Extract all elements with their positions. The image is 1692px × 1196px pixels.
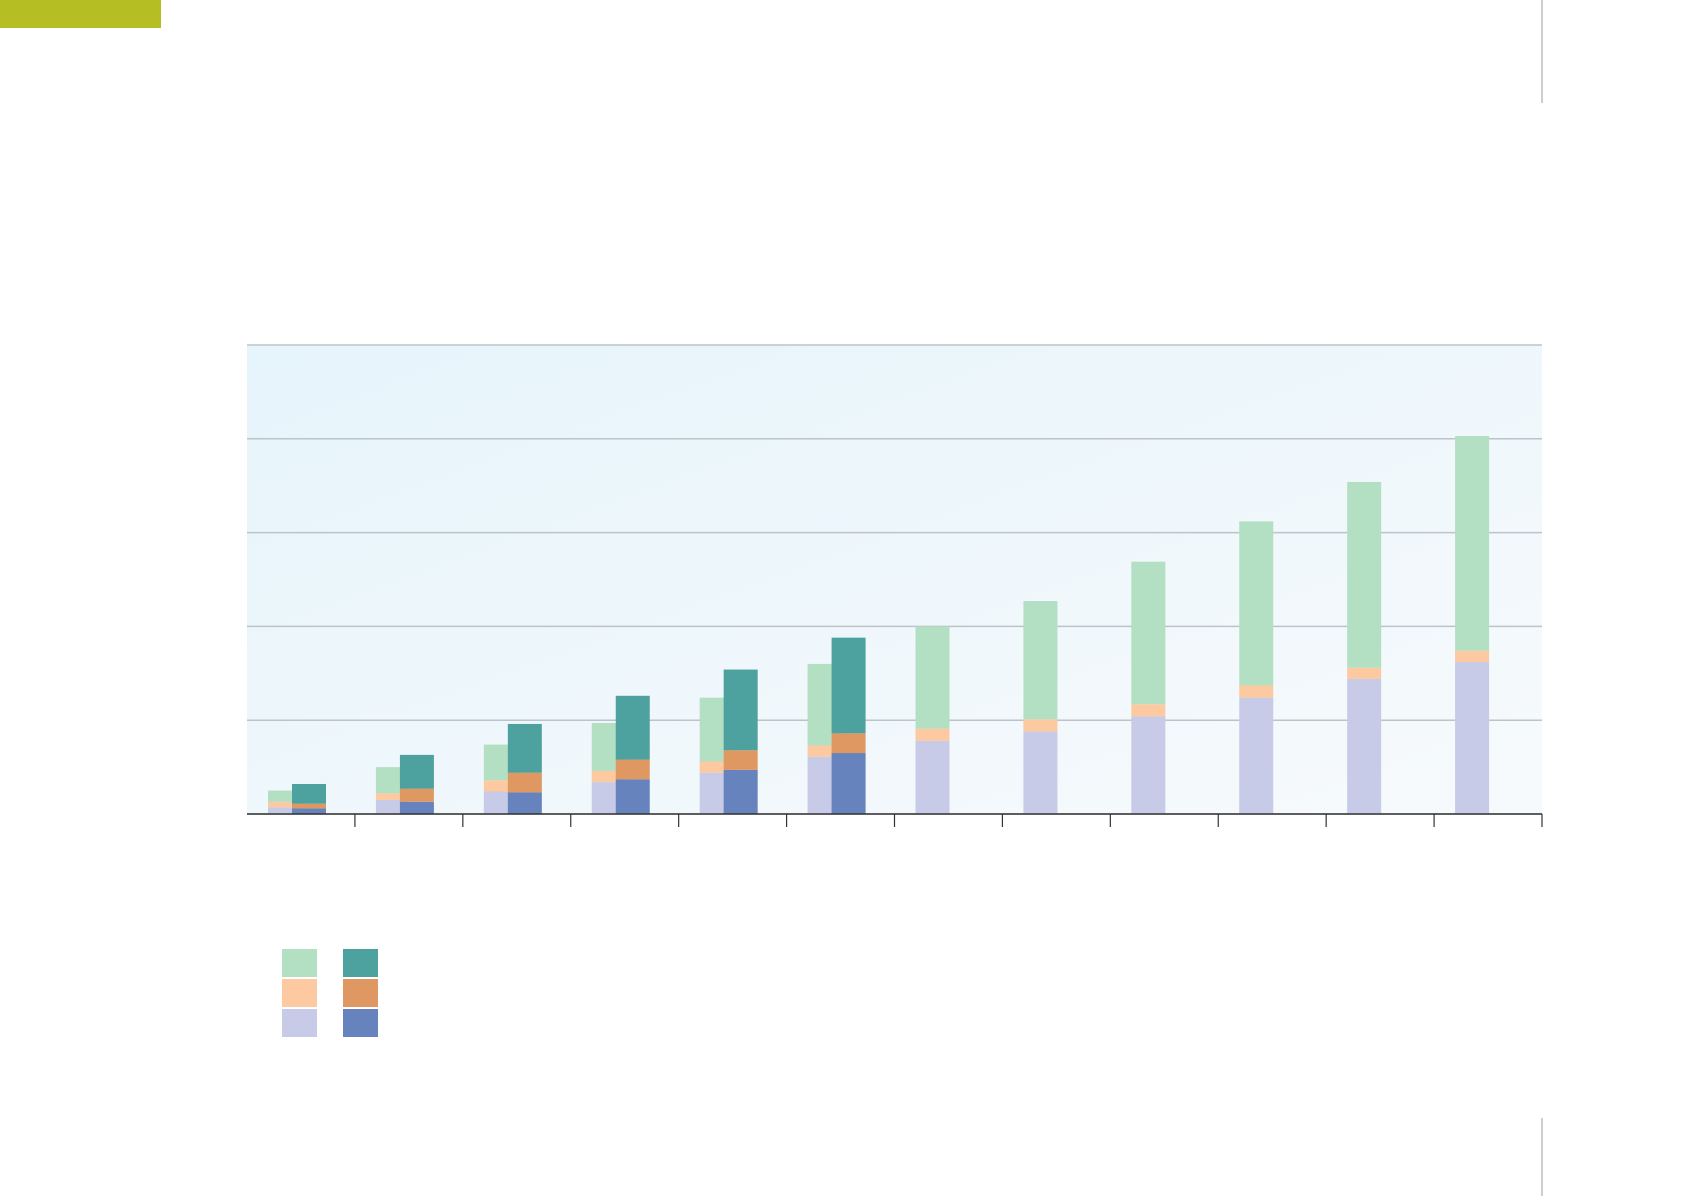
bar-segment <box>1347 481 1382 668</box>
bar-segment <box>483 780 518 792</box>
plot-area <box>247 345 1542 814</box>
bar-segment <box>507 723 542 773</box>
bar-segment <box>399 754 434 789</box>
bar-segment <box>268 790 302 802</box>
bar-segment <box>292 803 326 809</box>
bar-segment <box>1239 521 1274 686</box>
bar-segment <box>1131 704 1166 717</box>
bar-segment <box>1023 731 1058 814</box>
bar-segment <box>723 769 758 814</box>
bar-segment <box>1131 716 1166 814</box>
bar-segment <box>831 753 866 814</box>
bar-segment <box>1347 678 1382 814</box>
bar-segment <box>292 783 326 804</box>
bar-segment <box>1023 719 1058 732</box>
bar-segment <box>723 669 758 751</box>
bar-segment <box>292 808 326 814</box>
bar-segment <box>399 788 434 802</box>
bar-segment <box>807 745 842 757</box>
bar-segment <box>268 801 302 808</box>
bar-segment <box>268 807 302 814</box>
legend-swatch <box>282 979 317 1007</box>
bar-segment <box>507 792 542 814</box>
bar-segment <box>1455 650 1490 663</box>
legend-swatch <box>343 979 378 1007</box>
bar-segment <box>1239 697 1274 814</box>
legend-swatch <box>343 1009 378 1037</box>
bar-segment <box>1455 435 1490 651</box>
bar-segment <box>915 626 950 729</box>
bar-segment <box>723 750 758 770</box>
bar-segment <box>915 728 950 741</box>
legend-swatch <box>282 1009 317 1037</box>
bar-segment <box>615 695 650 760</box>
legend-swatch <box>343 949 378 977</box>
legend-swatch <box>282 949 317 977</box>
bar-segment <box>1023 601 1058 720</box>
bar-segment <box>915 740 950 814</box>
bar-segment <box>615 759 650 780</box>
bar-segment <box>1239 685 1274 698</box>
bar-segment <box>591 770 626 783</box>
bar-segment <box>507 772 542 793</box>
bar-segment <box>699 761 734 773</box>
bar-segment <box>399 801 434 814</box>
bar-segment <box>375 793 410 800</box>
bar-segment <box>1455 662 1490 814</box>
bar-segment <box>1131 561 1166 705</box>
bar-segment <box>831 637 866 734</box>
bar-segment <box>831 733 866 754</box>
header-tab <box>0 0 161 28</box>
bar-segment <box>615 779 650 814</box>
bar-segment <box>1347 667 1382 679</box>
